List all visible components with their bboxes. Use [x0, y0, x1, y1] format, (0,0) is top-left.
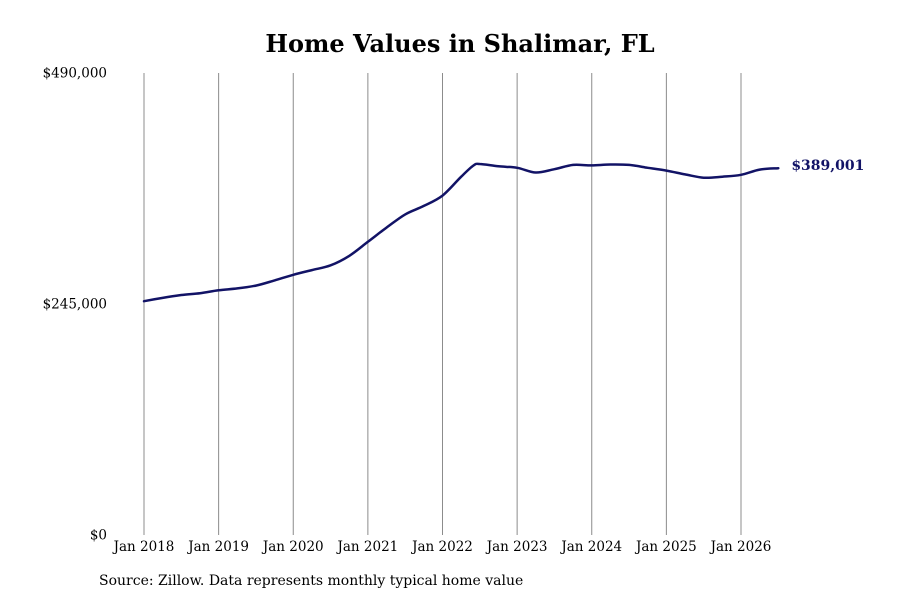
series-layer [142, 162, 780, 303]
chart-title: Home Values in Shalimar, FL [265, 29, 654, 58]
x-tick-label: Jan 2023 [485, 539, 548, 555]
y-tick-label: $0 [90, 528, 107, 544]
x-axis: Jan 2018 Jan 2019 Jan 2020 Jan 2021 Jan 2022… [112, 539, 772, 555]
x-tick-label: Jan 2026 [709, 539, 772, 555]
source-note: Source: Zillow. Data represents monthly … [99, 573, 524, 589]
y-tick-label: $245,000 [43, 297, 107, 313]
x-tick-label: Jan 2021 [335, 539, 398, 555]
x-tick-label: Jan 2020 [261, 539, 324, 555]
x-tick-label: Jan 2022 [410, 539, 473, 555]
x-tick-label: Jan 2024 [559, 539, 622, 555]
y-axis: $0 $245,000 $490,000 [43, 66, 107, 544]
x-tick-label: Jan 2025 [634, 539, 697, 555]
series-line [142, 162, 780, 303]
end-value-label: $389,001 [791, 158, 864, 174]
x-tick-label: Jan 2019 [186, 539, 249, 555]
y-tick-label: $490,000 [43, 66, 107, 82]
x-tick-label: Jan 2018 [112, 539, 175, 555]
grid [143, 73, 742, 535]
